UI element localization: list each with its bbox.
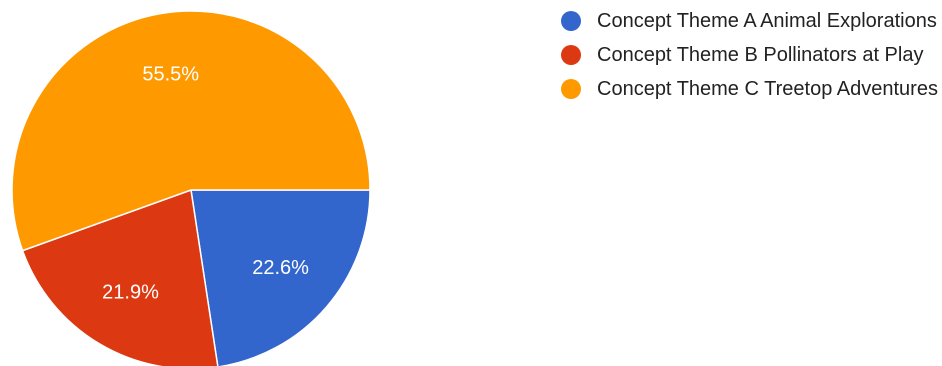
legend-label: Concept Theme C Treetop Adventures	[597, 78, 938, 100]
slice-label-animal-explorations: 22.6%	[252, 257, 309, 279]
legend-item-pollinators-at-play[interactable]: Concept Theme B Pollinators at Play	[561, 42, 941, 68]
legend-label: Concept Theme A Animal Explorations	[597, 10, 937, 32]
legend: Concept Theme A Animal Explorations Conce…	[561, 8, 941, 110]
slice-label-pollinators-at-play: 21.9%	[102, 282, 159, 304]
legend-swatch-icon	[561, 45, 581, 65]
pie-slice-treetop-adventures[interactable]	[11, 10, 371, 252]
legend-swatch-icon	[561, 11, 581, 31]
legend-swatch-icon	[561, 79, 581, 99]
legend-item-treetop-adventures[interactable]: Concept Theme C Treetop Adventures	[561, 76, 941, 102]
legend-item-animal-explorations[interactable]: Concept Theme A Animal Explorations	[561, 8, 941, 34]
pie-slice-animal-explorations[interactable]	[190, 189, 371, 366]
slice-label-treetop-adventures: 55.5%	[142, 64, 199, 86]
pie-slice-pollinators-at-play[interactable]	[21, 188, 219, 366]
legend-label: Concept Theme B Pollinators at Play	[597, 44, 924, 66]
